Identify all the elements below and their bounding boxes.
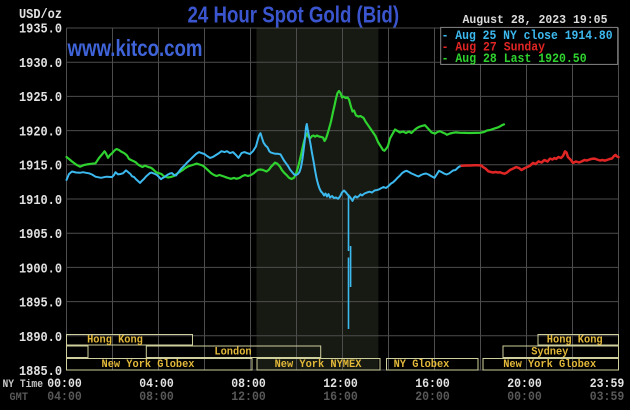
svg-text:GMT: GMT [10, 392, 29, 404]
svg-text:1890.0: 1890.0 [19, 331, 62, 346]
svg-text:USD/oz: USD/oz [19, 8, 62, 23]
svg-text:08:00: 08:00 [231, 376, 266, 391]
svg-text:04:00: 04:00 [139, 376, 174, 391]
svg-text:1910.0: 1910.0 [19, 194, 62, 209]
svg-text:00:00: 00:00 [507, 389, 542, 404]
svg-text:London: London [214, 347, 251, 359]
svg-text:Hong Kong: Hong Kong [87, 334, 143, 346]
svg-text:24 Hour Spot Gold (Bid): 24 Hour Spot Gold (Bid) [188, 1, 400, 27]
svg-text:- Aug 25 NY close 1914.80: - Aug 25 NY close 1914.80 [442, 28, 613, 43]
svg-text:1920.0: 1920.0 [19, 125, 62, 140]
svg-text:1885.0: 1885.0 [19, 365, 62, 380]
svg-text:- Aug 28 Last 1920.50: - Aug 28 Last 1920.50 [442, 51, 587, 66]
svg-text:1925.0: 1925.0 [19, 91, 62, 106]
svg-text:- Aug 27 Sunday: - Aug 27 Sunday [442, 39, 546, 54]
svg-text:1930.0: 1930.0 [19, 57, 62, 72]
svg-text:03:59: 03:59 [590, 389, 625, 404]
svg-text:12:00: 12:00 [323, 376, 358, 391]
svg-text:August 28, 2023 19:05: August 28, 2023 19:05 [463, 13, 608, 27]
svg-text:1935.0: 1935.0 [19, 23, 62, 38]
svg-text:New York Globex: New York Globex [102, 359, 195, 371]
svg-text:20:00: 20:00 [415, 389, 450, 404]
svg-text:20:00: 20:00 [507, 376, 542, 391]
svg-text:12:00: 12:00 [231, 389, 266, 404]
svg-text:1900.0: 1900.0 [19, 262, 62, 277]
svg-text:23:59: 23:59 [590, 376, 625, 391]
svg-text:Sydney: Sydney [531, 347, 569, 359]
svg-text:1905.0: 1905.0 [19, 228, 62, 243]
svg-text:1915.0: 1915.0 [19, 160, 62, 175]
svg-text:NY Globex: NY Globex [394, 359, 450, 371]
svg-text:16:00: 16:00 [415, 376, 450, 391]
svg-text:New York Globex: New York Globex [503, 359, 596, 371]
svg-text:08:00: 08:00 [139, 389, 174, 404]
svg-text:NY Time: NY Time [3, 379, 44, 391]
svg-text:1895.0: 1895.0 [19, 297, 62, 312]
svg-text:Hong Kong: Hong Kong [547, 334, 603, 346]
svg-text:16:00: 16:00 [323, 389, 358, 404]
svg-text:00:00: 00:00 [47, 376, 82, 391]
svg-text:New York NYMEX: New York NYMEX [275, 359, 362, 371]
svg-text:04:00: 04:00 [47, 389, 82, 404]
svg-text:www.kitco.com: www.kitco.com [67, 35, 203, 61]
